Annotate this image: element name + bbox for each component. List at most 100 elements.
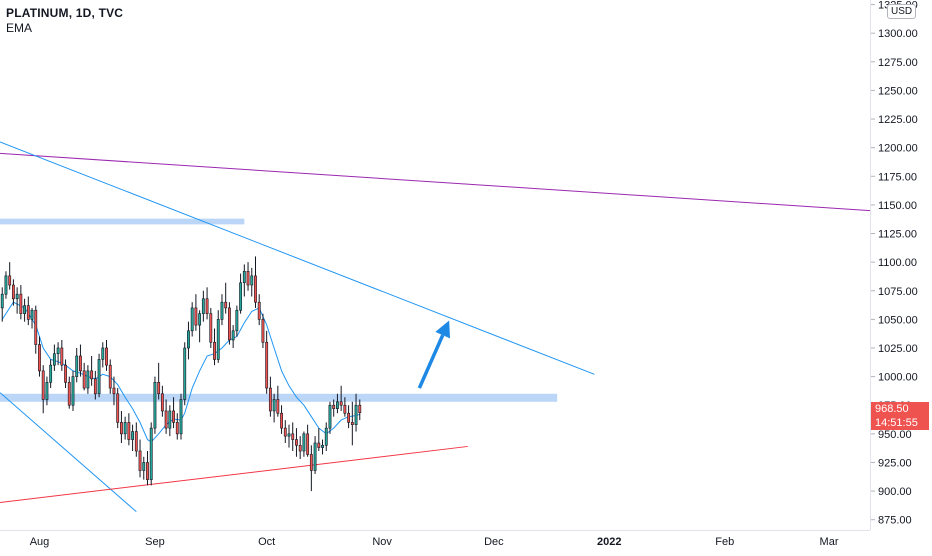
zone-rect-0[interactable] bbox=[0, 218, 245, 225]
candle[interactable] bbox=[265, 330, 269, 394]
candle[interactable] bbox=[146, 451, 149, 486]
candle[interactable] bbox=[153, 376, 157, 434]
candle[interactable] bbox=[187, 321, 190, 360]
candle[interactable] bbox=[160, 385, 164, 417]
candle[interactable] bbox=[75, 347, 79, 383]
candle[interactable] bbox=[11, 279, 15, 306]
candle[interactable] bbox=[0, 287, 4, 322]
trendline-blue-2[interactable] bbox=[0, 392, 137, 513]
candle[interactable] bbox=[4, 271, 8, 299]
candle[interactable] bbox=[306, 424, 310, 457]
candle[interactable] bbox=[30, 307, 34, 329]
candle[interactable] bbox=[213, 328, 216, 366]
candle[interactable] bbox=[26, 296, 30, 326]
candle[interactable] bbox=[101, 342, 105, 368]
candle[interactable] bbox=[209, 307, 213, 348]
candle[interactable] bbox=[97, 353, 101, 398]
chart-legend[interactable]: PLATINUM, 1D, TVC EMA bbox=[6, 6, 123, 36]
candle[interactable] bbox=[324, 422, 328, 452]
candle[interactable] bbox=[201, 290, 205, 322]
candle[interactable] bbox=[332, 399, 336, 417]
candle[interactable] bbox=[220, 294, 224, 326]
candle[interactable] bbox=[15, 287, 19, 314]
candle[interactable] bbox=[60, 339, 64, 371]
candle[interactable] bbox=[134, 422, 138, 457]
candle[interactable] bbox=[49, 359, 53, 389]
candle[interactable] bbox=[302, 431, 306, 457]
candle[interactable] bbox=[347, 405, 351, 429]
candle[interactable] bbox=[350, 401, 354, 446]
candle[interactable] bbox=[336, 393, 339, 414]
time-axis[interactable]: Aug Sep Oct Nov Dec 2022 Feb Mar bbox=[0, 530, 870, 551]
candle[interactable] bbox=[149, 422, 153, 486]
candle[interactable] bbox=[179, 393, 183, 440]
candle[interactable] bbox=[339, 385, 343, 411]
arrow-shaft[interactable] bbox=[417, 334, 445, 389]
trendline-purple-0[interactable] bbox=[0, 152, 871, 212]
candle[interactable] bbox=[90, 356, 94, 386]
price-axis[interactable]: 875.00900.00925.00950.00975.001000.00102… bbox=[870, 0, 932, 530]
arrow-head[interactable] bbox=[435, 320, 451, 339]
candle[interactable] bbox=[8, 262, 12, 290]
candle[interactable] bbox=[224, 282, 228, 314]
candle[interactable] bbox=[194, 294, 198, 331]
candle[interactable] bbox=[354, 393, 358, 432]
candle[interactable] bbox=[138, 439, 142, 478]
candle[interactable] bbox=[343, 397, 347, 417]
candle[interactable] bbox=[250, 267, 254, 297]
candle[interactable] bbox=[164, 399, 168, 434]
trendline-red-3[interactable] bbox=[0, 445, 468, 504]
candle[interactable] bbox=[19, 285, 23, 320]
indicator-label[interactable]: EMA bbox=[6, 21, 33, 35]
candle[interactable] bbox=[298, 436, 302, 460]
candle[interactable] bbox=[261, 313, 265, 348]
candle[interactable] bbox=[317, 428, 321, 452]
candle[interactable] bbox=[93, 370, 97, 400]
candle[interactable] bbox=[56, 342, 60, 366]
candle[interactable] bbox=[216, 310, 220, 363]
candle[interactable] bbox=[309, 445, 313, 492]
candle[interactable] bbox=[321, 439, 324, 455]
candle[interactable] bbox=[116, 388, 120, 429]
candle[interactable] bbox=[79, 344, 82, 377]
candle[interactable] bbox=[205, 287, 209, 320]
candle[interactable] bbox=[257, 294, 261, 326]
candle[interactable] bbox=[108, 359, 112, 394]
candle[interactable] bbox=[268, 376, 272, 417]
candle[interactable] bbox=[291, 422, 295, 452]
candle[interactable] bbox=[295, 428, 298, 457]
candle[interactable] bbox=[280, 405, 283, 434]
candle[interactable] bbox=[127, 413, 131, 446]
candle[interactable] bbox=[131, 424, 135, 452]
candle[interactable] bbox=[112, 376, 116, 406]
candle[interactable] bbox=[41, 365, 45, 414]
candle[interactable] bbox=[239, 273, 243, 314]
candle[interactable] bbox=[157, 362, 161, 400]
candle[interactable] bbox=[358, 399, 362, 421]
candle[interactable] bbox=[168, 405, 172, 437]
candle[interactable] bbox=[82, 362, 86, 391]
candle[interactable] bbox=[246, 262, 250, 291]
zone-rect-1[interactable] bbox=[0, 393, 558, 402]
candle[interactable] bbox=[198, 310, 202, 343]
candle[interactable] bbox=[119, 410, 123, 444]
candle[interactable] bbox=[231, 325, 235, 348]
candle[interactable] bbox=[86, 365, 90, 394]
candle[interactable] bbox=[52, 344, 56, 371]
candle[interactable] bbox=[142, 456, 146, 480]
candle[interactable] bbox=[283, 420, 287, 444]
candle[interactable] bbox=[105, 339, 108, 371]
candle[interactable] bbox=[190, 302, 194, 337]
candle[interactable] bbox=[328, 401, 332, 434]
trendline-blue-1[interactable] bbox=[0, 141, 595, 375]
symbol-title[interactable]: PLATINUM, 1D, TVC bbox=[6, 6, 124, 20]
candle[interactable] bbox=[64, 359, 67, 389]
candle[interactable] bbox=[38, 336, 41, 377]
candle[interactable] bbox=[228, 302, 231, 345]
candle[interactable] bbox=[272, 393, 276, 423]
candle[interactable] bbox=[123, 416, 127, 440]
candle[interactable] bbox=[172, 397, 175, 429]
candle[interactable] bbox=[183, 342, 187, 406]
